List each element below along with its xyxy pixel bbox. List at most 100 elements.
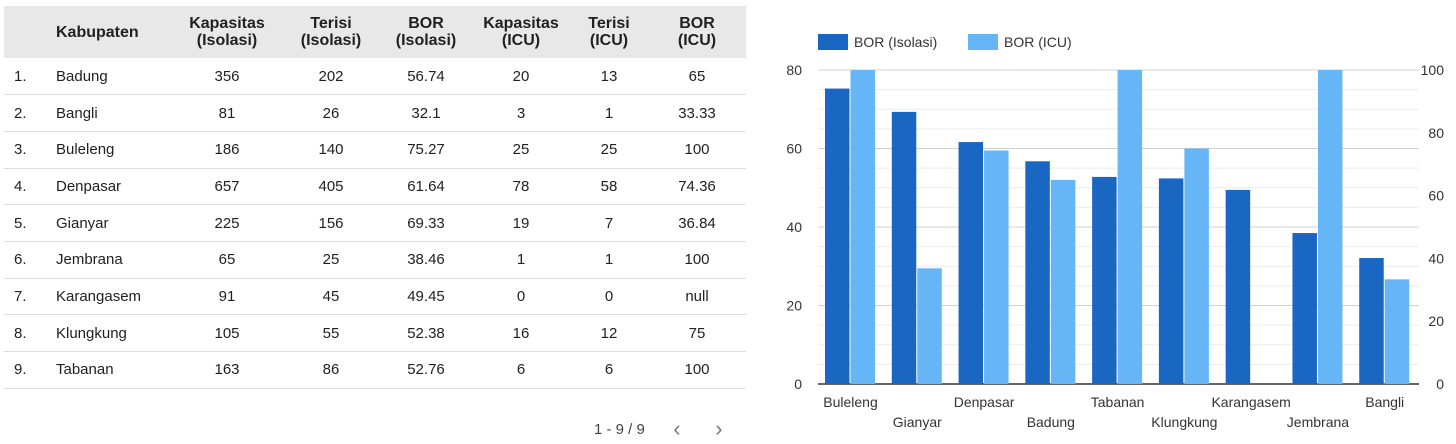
bar-bor-icu[interactable] [1317, 70, 1343, 384]
kapasitas-icu-cell: 78 [512, 177, 530, 195]
table-row[interactable]: 3. Buleleng 186 140 75.27 25 25 100 [4, 131, 746, 169]
header-kapasitas-icu[interactable]: Kapasitas (ICU) [483, 15, 559, 49]
bor-isolasi-cell: 32.1 [411, 104, 441, 122]
header-kabupaten[interactable]: Kabupaten [56, 23, 139, 41]
bar-bor-isolasi[interactable] [1225, 189, 1251, 384]
bar-bor-icu[interactable] [1184, 148, 1209, 385]
x-axis-tick-label: Karangasem [1211, 394, 1290, 410]
kapasitas-icu-cell: 25 [512, 141, 530, 159]
header-terisi-icu[interactable]: Terisi (ICU) [588, 15, 630, 49]
left-axis-tick-label: 0 [794, 376, 802, 392]
table-row[interactable]: 5. Gianyar 225 156 69.33 19 7 36.84 [4, 205, 746, 242]
terisi-isolasi-cell: 86 [322, 361, 340, 379]
bor-icu-cell: 75 [688, 324, 706, 342]
bor-icu-cell: 33.33 [678, 104, 716, 122]
kapasitas-isolasi-cell: 657 [214, 177, 240, 195]
bar-bor-icu[interactable] [850, 70, 876, 384]
header-bor-icu[interactable]: BOR (ICU) [677, 15, 717, 49]
terisi-icu-cell: 1 [604, 104, 614, 122]
terisi-isolasi-cell: 25 [322, 251, 340, 269]
table-row[interactable]: 2. Bangli 81 26 32.1 3 1 33.33 [4, 95, 746, 132]
row-index: 8. [14, 324, 27, 342]
bar-bor-isolasi[interactable] [958, 142, 984, 384]
bar-bor-icu[interactable] [1117, 70, 1143, 384]
bor-isolasi-cell: 56.74 [407, 67, 445, 85]
bar-bor-isolasi[interactable] [1158, 178, 1184, 384]
header-bor-isolasi[interactable]: BOR (Isolasi) [395, 15, 457, 49]
kabupaten-cell: Buleleng [56, 141, 115, 159]
bar-bor-icu[interactable] [917, 268, 942, 384]
bor-icu-cell: 74.36 [678, 177, 716, 195]
bor-isolasi-cell: 61.64 [407, 177, 445, 195]
legend-label-bor-isolasi[interactable]: BOR (Isolasi) [854, 34, 937, 50]
legend-label-bor-icu[interactable]: BOR (ICU) [1004, 34, 1072, 50]
terisi-isolasi-cell: 55 [322, 324, 340, 342]
terisi-isolasi-cell: 405 [318, 177, 344, 195]
terisi-icu-cell: 1 [604, 251, 614, 269]
bor-icu-cell: null [685, 287, 709, 305]
row-index: 4. [14, 177, 27, 195]
kapasitas-isolasi-cell: 356 [214, 67, 240, 85]
header-kapasitas-isolasi[interactable]: Kapasitas (Isolasi) [189, 15, 265, 49]
x-axis-tick-label: Klungkung [1151, 414, 1217, 430]
bor-isolasi-cell: 52.38 [407, 324, 445, 342]
x-axis-tick-label: Buleleng [823, 394, 878, 410]
bar-bor-isolasi[interactable] [1092, 176, 1117, 384]
right-axis-tick-label: 80 [1428, 125, 1444, 141]
legend-swatch-bor-isolasi[interactable] [818, 34, 848, 50]
chevron-left-icon[interactable]: ‹ [673, 416, 681, 441]
terisi-icu-cell: 12 [600, 324, 618, 342]
terisi-isolasi-cell: 202 [318, 67, 344, 85]
bar-bor-isolasi[interactable] [825, 88, 850, 384]
right-axis-tick-label: 0 [1436, 376, 1444, 392]
header-index[interactable] [4, 6, 48, 58]
row-index: 3. [14, 141, 27, 159]
right-axis-tick-label: 100 [1421, 62, 1445, 78]
row-index: 6. [14, 251, 27, 269]
table-row[interactable]: 1. Badung 356 202 56.74 20 13 65 [4, 58, 746, 95]
right-axis-tick-label: 60 [1428, 188, 1444, 204]
table-row[interactable]: 8. Klungkung 105 55 52.38 16 12 75 [4, 315, 746, 352]
table-row[interactable]: 4. Denpasar 657 405 61.64 78 58 74.36 [4, 168, 746, 205]
terisi-icu-cell: 0 [604, 287, 614, 305]
row-index: 1. [14, 67, 27, 85]
right-axis-tick-label: 40 [1428, 250, 1444, 266]
bor-isolasi-cell: 49.45 [407, 287, 445, 305]
bar-bor-isolasi[interactable] [891, 111, 917, 384]
bor-icu-cell: 65 [688, 67, 706, 85]
kapasitas-icu-cell: 0 [516, 287, 526, 305]
terisi-isolasi-cell: 26 [322, 104, 340, 122]
bar-bor-icu[interactable] [1384, 279, 1410, 384]
bor-isolasi-cell: 69.33 [407, 214, 445, 232]
bar-bor-icu[interactable] [984, 150, 1009, 384]
terisi-icu-cell: 7 [604, 214, 614, 232]
terisi-isolasi-cell: 156 [318, 214, 344, 232]
bar-bor-isolasi[interactable] [1292, 233, 1317, 384]
table-row[interactable]: 7. Karangasem 91 45 49.45 0 0 null [4, 278, 746, 315]
pagination: 1 - 9 / 9 ‹ › [594, 416, 729, 441]
x-axis-tick-label: Denpasar [954, 394, 1015, 410]
left-axis-tick-label: 60 [786, 141, 802, 157]
kapasitas-icu-cell: 6 [516, 361, 526, 379]
table-row[interactable]: 9. Tabanan 163 86 52.76 6 6 100 [4, 352, 746, 389]
bor-icu-cell: 100 [684, 141, 710, 159]
kapasitas-icu-cell: 20 [512, 67, 530, 85]
bar-bor-isolasi[interactable] [1025, 161, 1050, 384]
x-axis-tick-label: Gianyar [893, 414, 942, 430]
bar-bor-isolasi[interactable] [1359, 258, 1384, 384]
x-axis-tick-label: Tabanan [1091, 394, 1145, 410]
right-axis-tick-label: 20 [1428, 313, 1444, 329]
kapasitas-isolasi-cell: 81 [218, 104, 236, 122]
data-table-container: Kabupaten Kapasitas (Isolasi) Terisi (Isol… [4, 6, 746, 389]
legend-swatch-bor-icu[interactable] [968, 34, 998, 50]
bar-bor-icu[interactable] [1050, 179, 1076, 384]
left-axis-tick-label: 80 [786, 62, 802, 78]
left-axis-tick-label: 20 [786, 298, 802, 314]
row-index: 9. [14, 361, 27, 379]
row-index: 2. [14, 104, 27, 122]
x-axis-tick-label: Badung [1027, 414, 1075, 430]
header-terisi-isolasi[interactable]: Terisi (Isolasi) [300, 15, 362, 49]
chevron-right-icon[interactable]: › [715, 416, 723, 441]
kabupaten-cell: Tabanan [56, 361, 114, 379]
table-row[interactable]: 6. Jembrana 65 25 38.46 1 1 100 [4, 241, 746, 279]
